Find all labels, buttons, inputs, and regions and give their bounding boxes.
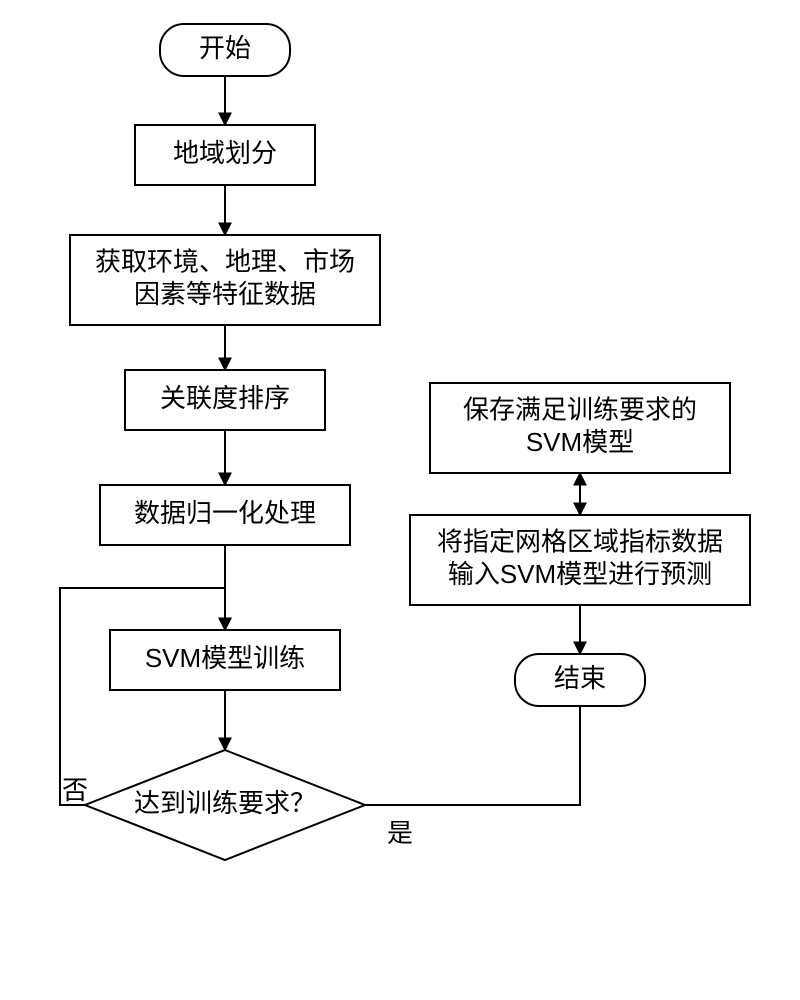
node-n7-text-1: 输入SVM模型进行预测: [448, 559, 712, 589]
node-n7-text-0: 将指定网格区域指标数据: [437, 527, 723, 557]
node-n4: 数据归一化处理: [100, 485, 350, 545]
node-n6: 保存满足训练要求的SVM模型: [430, 383, 730, 473]
node-start-text: 开始: [199, 33, 251, 63]
node-n7: 将指定网格区域指标数据输入SVM模型进行预测: [410, 515, 750, 605]
edge-label-d1-n6: 是: [387, 818, 413, 848]
node-n2-text-1: 因素等特征数据: [134, 279, 316, 309]
node-n2-text-0: 获取环境、地理、市场: [95, 247, 355, 277]
node-n5: SVM模型训练: [110, 630, 340, 690]
node-n3: 关联度排序: [125, 370, 325, 430]
node-n1: 地域划分: [135, 125, 315, 185]
edge-label-d1-n5: 否: [62, 775, 88, 805]
node-n4-text: 数据归一化处理: [134, 498, 316, 528]
node-n1-text: 地域划分: [173, 138, 277, 168]
node-n6-text-0: 保存满足训练要求的: [463, 395, 697, 425]
node-n6-text-1: SVM模型: [526, 427, 634, 457]
node-start: 开始: [160, 24, 290, 76]
node-end-text: 结束: [554, 663, 606, 693]
node-end: 结束: [515, 654, 645, 706]
node-n2: 获取环境、地理、市场因素等特征数据: [70, 235, 380, 325]
node-d1-text: 达到训练要求？: [134, 788, 316, 818]
node-n5-text: SVM模型训练: [145, 643, 305, 673]
node-d1: 达到训练要求？: [85, 750, 365, 860]
node-n3-text: 关联度排序: [160, 383, 290, 413]
